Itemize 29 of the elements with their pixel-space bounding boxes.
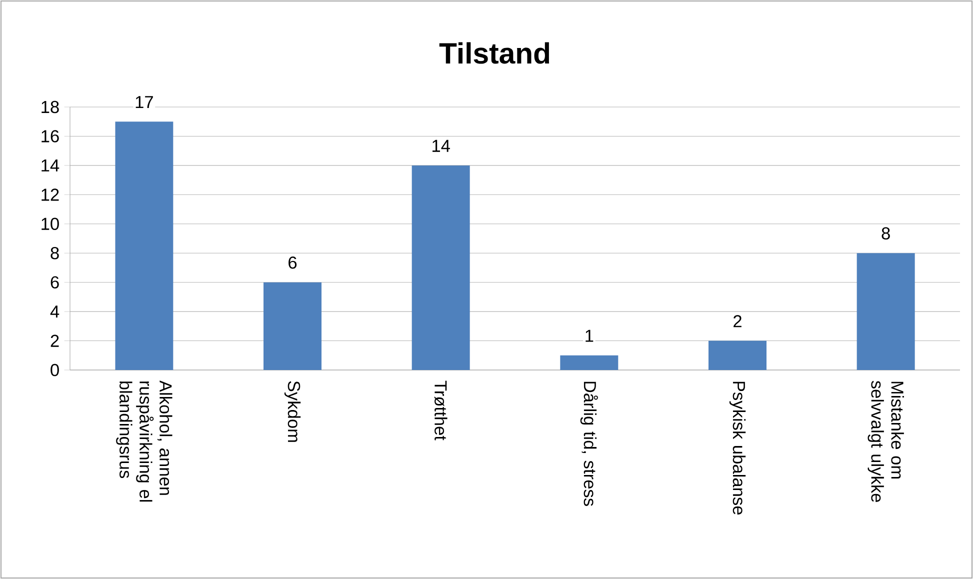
bar [560, 355, 618, 370]
y-tick-label: 6 [50, 276, 59, 288]
x-tick-label: Dårlig tid, stress [580, 382, 598, 506]
data-label: 17 [136, 96, 153, 108]
x-tick-label: Sykdom [284, 381, 301, 442]
data-label: 14 [432, 140, 450, 152]
data-label: 1 [586, 330, 594, 342]
x-tick-label: Alkohol, annen ruspåvirkning el blandingsrus [116, 380, 172, 502]
y-tick-label: 4 [50, 306, 60, 318]
bar [264, 282, 322, 370]
bar [856, 253, 915, 370]
y-tick-label: 12 [42, 188, 59, 201]
x-tick-label: Psykisk ubalanse [729, 382, 746, 514]
bar [708, 340, 767, 370]
bar [115, 122, 174, 370]
y-tick-label: 10 [42, 218, 59, 230]
bar [412, 165, 470, 370]
data-label: 2 [734, 315, 742, 328]
y-tick-label: 8 [50, 246, 59, 260]
y-tick-label: 16 [42, 130, 59, 142]
chart-title: Tilstand [439, 42, 550, 64]
data-label: 6 [288, 256, 297, 269]
y-tick-label: 0 [50, 364, 59, 376]
y-tick-label: 18 [42, 100, 59, 114]
data-label: 8 [882, 227, 890, 240]
y-tick-label: 14 [42, 159, 60, 172]
x-tick-label: Mistanke om selvvalgt ulykke [868, 380, 904, 502]
x-tick-label: Trøtthet [434, 380, 448, 440]
y-tick-label: 2 [50, 334, 59, 347]
